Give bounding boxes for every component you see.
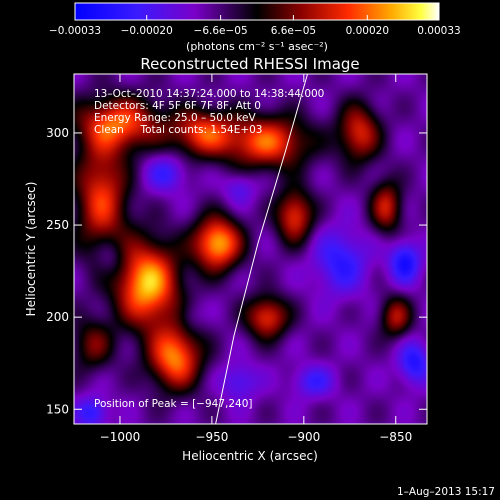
colorbar-tick-label: 0.00020 [346, 25, 389, 37]
chart-title: Reconstructed RHESSI Image [140, 55, 359, 73]
colorbar-tick-label: −0.00020 [121, 25, 173, 37]
x-tick-label: −900 [287, 430, 320, 444]
y-tick-label: 300 [46, 126, 69, 140]
x-axis-label: Heliocentric X (arcsec) [182, 449, 318, 463]
annotation-block: 13–Oct–2010 14:37:24.000 to 14:38:44.000… [94, 88, 324, 136]
annotation-line-detectors: Detectors: 4F 5F 6F 7F 8F, Att 0 [94, 100, 261, 112]
solar-limb-line [215, 74, 308, 424]
y-tick-label: 200 [46, 310, 69, 324]
colorbar-tick-label: −6.6e−05 [194, 25, 248, 37]
colorbar-ticks: −0.00033 −0.00020 −6.6e−05 6.6e−05 0.00020 0.… [49, 15, 461, 37]
x-tick-label: −1000 [100, 430, 141, 444]
annotation-line-energy: Energy Range: 25.0 – 50.0 keV [94, 112, 256, 124]
colorbar [74, 2, 440, 21]
y-tick-label: 150 [46, 402, 69, 416]
x-axis-ticks: −1000 −950 −900 −850 [100, 74, 412, 444]
y-tick-label: 250 [46, 218, 69, 232]
colorbar-tick-label: 6.6e−05 [271, 25, 316, 37]
annotation-line-clean: Clean Total counts: 1.54E+03 [94, 124, 263, 136]
annotation-line-time: 13–Oct–2010 14:37:24.000 to 14:38:44.000 [94, 88, 324, 100]
x-tick-label: −850 [379, 430, 412, 444]
plot-frame [73, 73, 428, 425]
x-tick-label: −950 [195, 430, 228, 444]
y-axis-ticks: 150 200 250 300 [46, 126, 427, 416]
colorbar-unit-label: (photons cm⁻² s⁻¹ asec⁻²) [186, 40, 328, 53]
peak-position-label: Position of Peak = [−947,240] [94, 398, 253, 410]
timestamp: 1–Aug–2013 15:17 [397, 486, 495, 498]
heatmap-image [74, 74, 427, 424]
colorbar-tick-label: −0.00033 [49, 25, 101, 37]
colorbar-tick-label: 0.00033 [417, 25, 460, 37]
y-axis-label: Heliocentric Y (arcsec) [24, 182, 38, 317]
